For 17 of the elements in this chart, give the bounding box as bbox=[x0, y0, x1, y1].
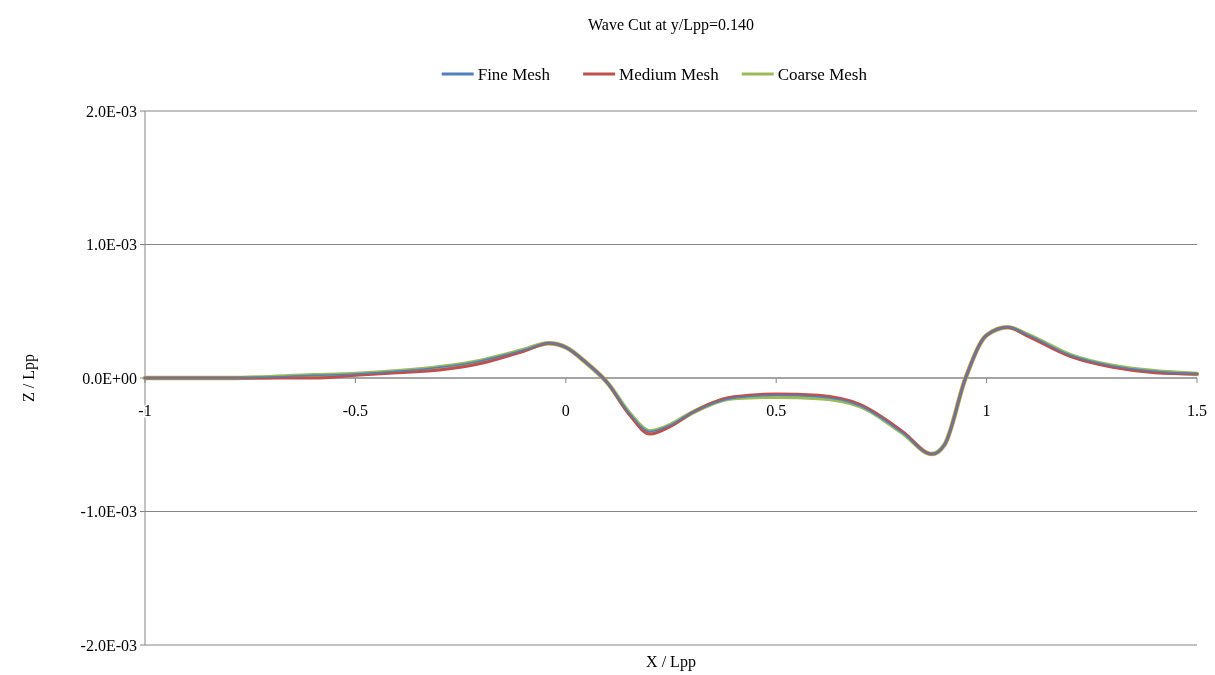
legend-label: Coarse Mesh bbox=[777, 64, 868, 84]
chart-title: Wave Cut at y/Lpp=0.140 bbox=[588, 16, 754, 34]
y-tick-label: 1.0E-03 bbox=[85, 236, 137, 254]
y-tick-label: -2.0E-03 bbox=[80, 636, 137, 654]
y-axis-title: Z / Lpp bbox=[20, 354, 38, 402]
x-tick-label: 1.5 bbox=[1187, 402, 1207, 419]
x-axis-title: X / Lpp bbox=[646, 653, 696, 671]
legend-label: Fine Mesh bbox=[477, 64, 551, 84]
x-tick-label: -0.5 bbox=[342, 402, 369, 419]
y-tick-label: -1.0E-03 bbox=[80, 503, 137, 521]
x-tick-label: 0.5 bbox=[766, 402, 787, 419]
x-tick-label: -1 bbox=[138, 402, 152, 419]
x-tick-label: 0 bbox=[561, 402, 570, 419]
legend-label: Medium Mesh bbox=[619, 64, 720, 84]
y-tick-label: 2.0E-03 bbox=[85, 102, 137, 120]
x-tick-label: 1 bbox=[982, 402, 991, 419]
y-tick-label: 0.0E+00 bbox=[82, 369, 137, 387]
